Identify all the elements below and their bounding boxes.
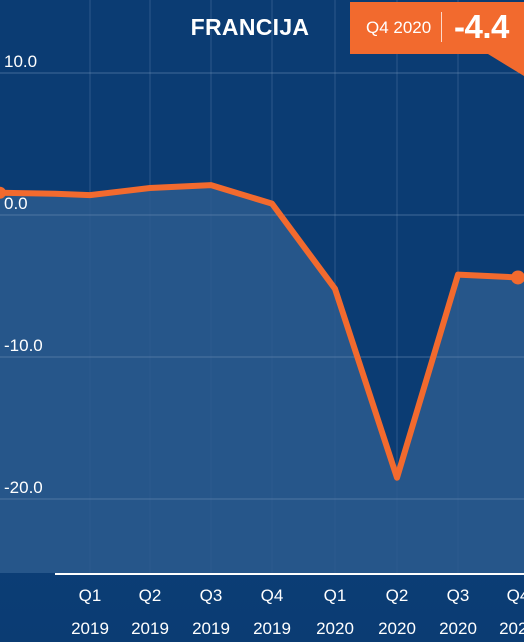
x-tick-year: 2019 [131,619,169,638]
x-tick-quarter: Q1 [79,586,102,605]
x-tick-year: 2020 [499,619,524,638]
badge-divider [441,12,442,42]
x-tick-year: 2020 [439,619,477,638]
y-tick-label: 10.0 [4,52,37,71]
x-tick-year: 2019 [192,619,230,638]
y-tick-label: -10.0 [4,336,43,355]
y-tick-label: 0.0 [4,194,28,213]
series-line [0,182,521,481]
x-tick-year: 2019 [253,619,291,638]
x-tick-quarter: Q3 [447,586,470,605]
x-tick-quarter: Q2 [386,586,409,605]
y-tick-label: -20.0 [4,478,43,497]
x-tick-year: 2020 [316,619,354,638]
series-area [0,185,524,573]
badge-period: Q4 2020 [366,18,432,37]
x-tick-year: 2019 [71,619,109,638]
x-tick-year: 2020 [378,619,416,638]
x-tick-quarter: Q4 [261,586,284,605]
x-tick-quarter: Q1 [324,586,347,605]
x-tick-quarter: Q2 [139,586,162,605]
chart-title: FRANCIJA [190,14,310,40]
badge-pointer [488,54,524,76]
badge-value: -4.4 [454,8,509,45]
x-tick-quarter: Q3 [200,586,223,605]
series-end-point [511,270,524,285]
x-tick-quarter: Q4 [507,586,524,605]
series-start-point [0,186,6,199]
latest-value-badge: Q4 2020 -4.4 [350,2,524,54]
